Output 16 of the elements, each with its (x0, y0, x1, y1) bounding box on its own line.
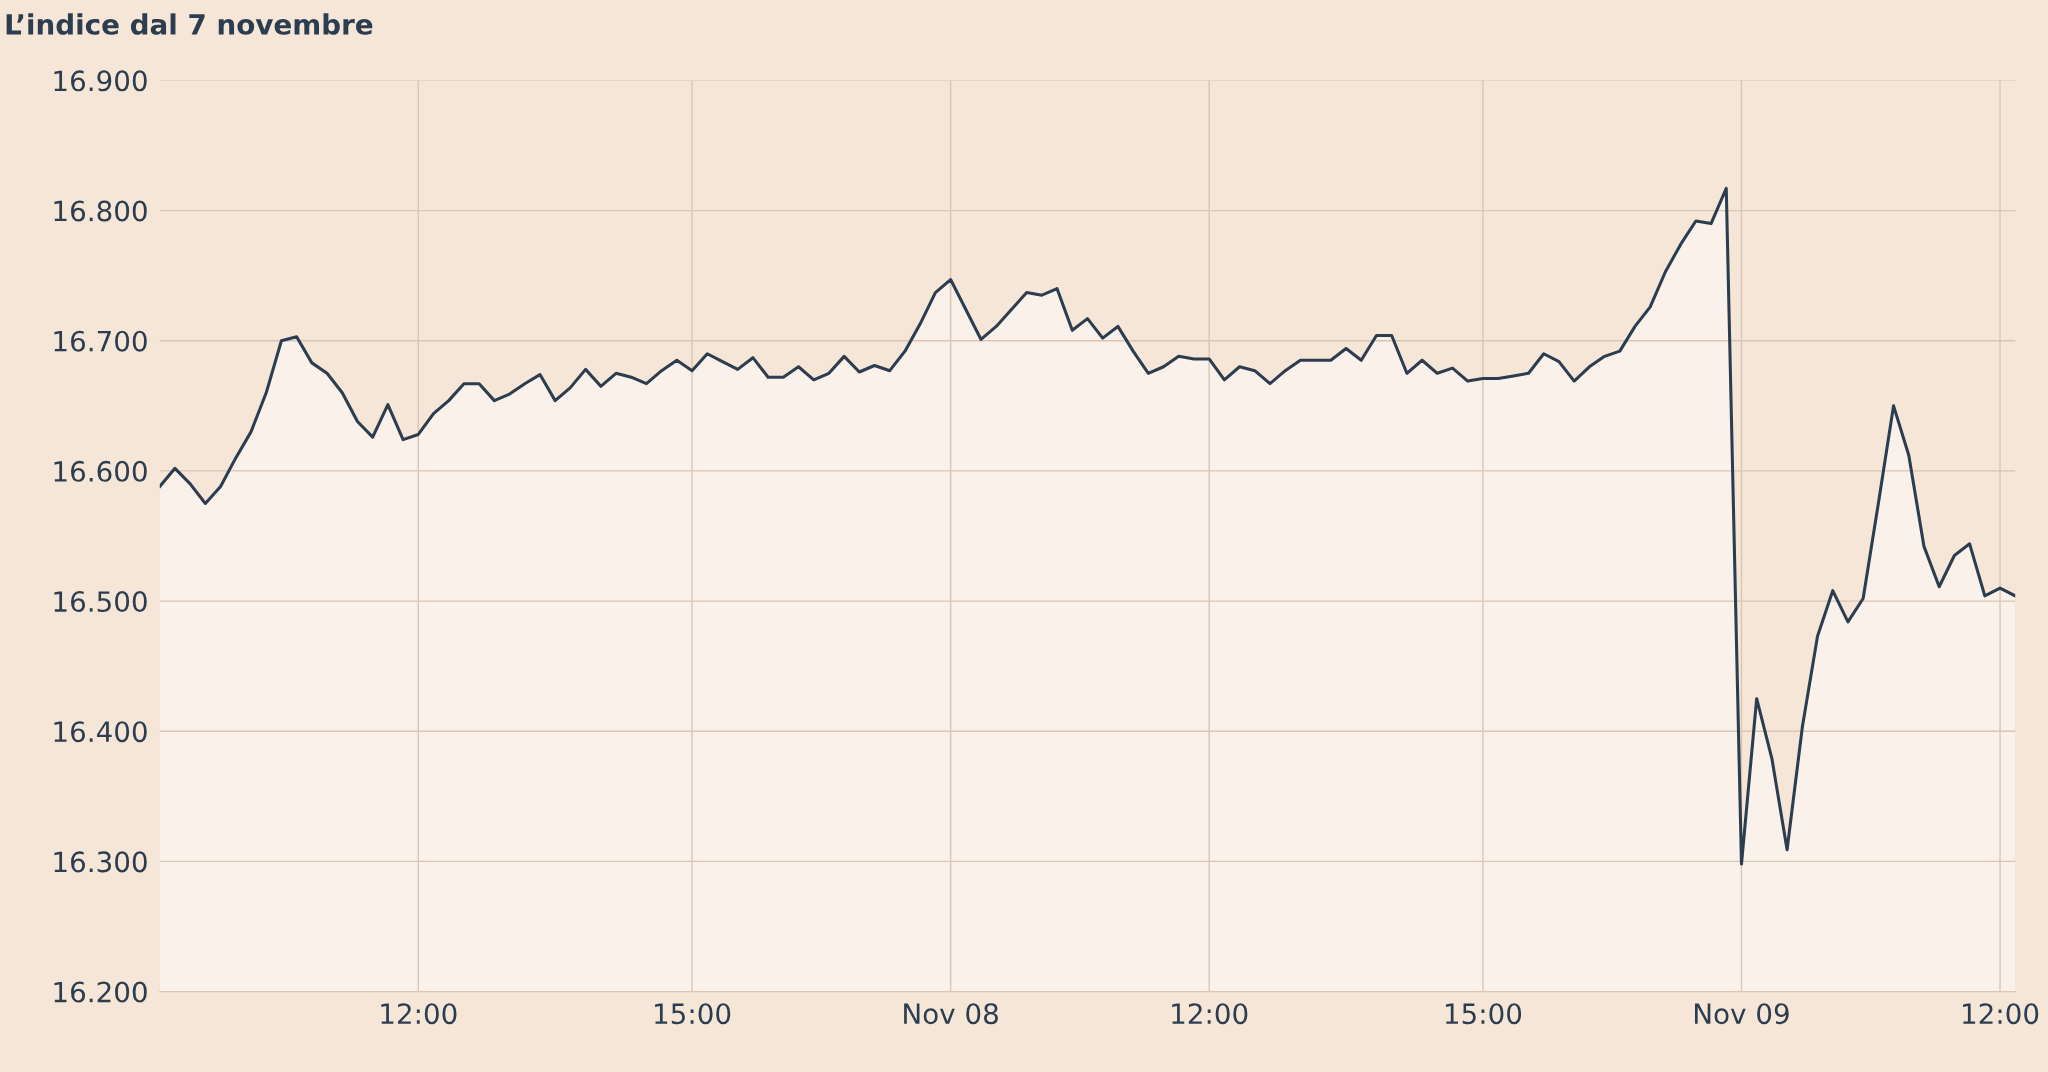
y-tick-label: 16.500 (54, 591, 147, 613)
x-tick-label: Nov 08 (904, 1003, 998, 1025)
y-tick-label: 16.800 (54, 200, 147, 222)
y-tick-label: 16.400 (54, 721, 147, 743)
y-tick-label: 16.700 (54, 330, 147, 352)
x-tick-label: 12:00 (1963, 1003, 2039, 1025)
y-tick-label: 16.600 (54, 460, 147, 482)
x-tick-label: 15:00 (1445, 1003, 1522, 1025)
y-tick-label: 16.900 (54, 70, 147, 92)
y-tick-label: 16.300 (54, 851, 147, 873)
x-tick-label: 12:00 (1172, 1003, 1248, 1025)
x-tick-label: Nov 09 (1695, 1003, 1789, 1025)
x-tick-label: 12:00 (381, 1003, 457, 1025)
x-tick-label: 15:00 (655, 1003, 731, 1025)
y-tick-label: 16.200 (54, 981, 147, 1003)
chart-title: L’indice dal 7 novembre (6, 13, 373, 35)
